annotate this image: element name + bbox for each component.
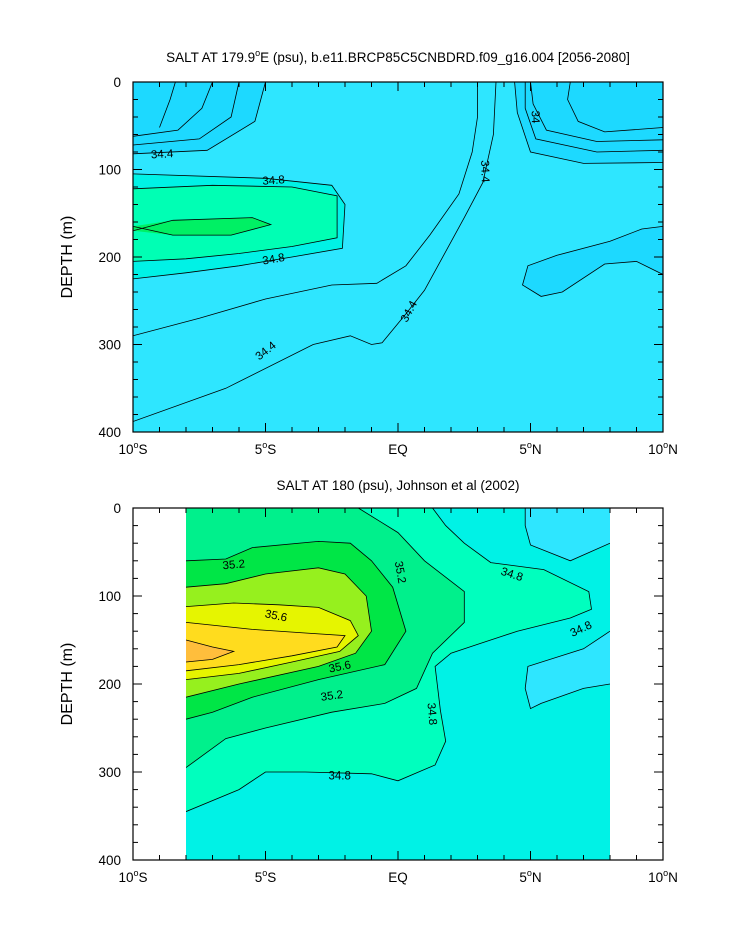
filled-region-34.4-34.6 <box>525 631 610 709</box>
contour-line <box>514 82 663 164</box>
contour-label: 34.8 <box>425 702 439 725</box>
contour-line <box>133 82 478 337</box>
contour-line <box>133 82 266 155</box>
axes: 10oS 5oS EQ 5oN 10oN 0 100 200 300 400 <box>98 75 677 457</box>
y-axis-title: DEPTH (m) <box>59 216 76 299</box>
contour-line <box>524 630 610 710</box>
contour-line <box>133 173 346 280</box>
contour-label: 34.4 <box>151 148 175 161</box>
contour-label: 34 <box>529 110 541 124</box>
y-tick-label: 400 <box>98 425 121 440</box>
y-tick-label: 100 <box>98 163 121 178</box>
y-tick-label: 300 <box>98 765 121 780</box>
contour-line <box>133 217 273 236</box>
filled-region-36.0-36.2 <box>186 640 234 662</box>
contour-label-text: 35.6 <box>264 608 288 624</box>
filled-region-34.2-34.4 <box>522 226 663 297</box>
contour-line <box>133 82 213 137</box>
x-tick-label: 5oS <box>255 868 277 885</box>
chart-title: SALT AT 179.9oE (psu), b.e11.BRCP85C5CNB… <box>166 48 630 65</box>
contour-line <box>186 622 346 672</box>
contour-label-text: 34.8 <box>425 702 439 725</box>
contour-line <box>186 540 407 720</box>
x-tick-label: 10oN <box>648 440 678 457</box>
contour-line <box>524 82 663 153</box>
x-tick-label: EQ <box>388 870 408 885</box>
contour-line <box>530 82 663 142</box>
x-tick-label: 10oS <box>118 868 147 885</box>
contour-label-text: 35.2 <box>222 558 245 572</box>
x-tick-label: 5oN <box>519 868 541 885</box>
contour-label-text: 34.4 <box>478 160 491 183</box>
contour-label: 35.6 <box>328 659 352 675</box>
contour-label-text: 34 <box>529 110 541 124</box>
contour-line <box>186 508 592 812</box>
contour-label-text: 34.8 <box>262 174 285 188</box>
contour-label: 34.4 <box>478 160 491 183</box>
y-tick-label: 400 <box>98 853 121 868</box>
contour-line <box>186 508 465 768</box>
y-tick-label: 100 <box>98 589 121 604</box>
contour-line <box>133 184 338 262</box>
chart-panel-model: SALT AT 179.9oE (psu), b.e11.BRCP85C5CNB… <box>59 48 678 457</box>
contour-label-text: 34.4 <box>151 148 175 161</box>
y-tick-label: 200 <box>98 250 121 265</box>
contour-label: 34.8 <box>329 771 351 783</box>
contour-label: 35.2 <box>320 689 344 704</box>
contour-line <box>186 602 359 680</box>
contour-label-text: 34.8 <box>262 252 286 268</box>
y-tick-label: 200 <box>98 677 121 692</box>
contour-label: 34.8 <box>262 252 286 268</box>
contour-label: 34.8 <box>262 174 285 188</box>
x-tick-label: 5oS <box>255 440 277 457</box>
contour-line <box>186 639 236 663</box>
contour-line <box>133 82 497 422</box>
contour-line <box>567 82 663 133</box>
axes: 10oS 5oS EQ 5oN 10oN 0 100 200 300 400 <box>98 501 677 885</box>
filled-region-34.2-34.4 <box>133 82 266 154</box>
contour-label: 35.2 <box>392 560 408 584</box>
plot-area: 34.434.834.834.434.434.434 <box>133 82 663 432</box>
x-tick-label: EQ <box>388 442 408 457</box>
filled-region-35.8-36.0 <box>186 622 345 671</box>
contour-line <box>159 82 176 128</box>
x-tick-label: 5oN <box>519 440 541 457</box>
contour-line <box>522 226 663 297</box>
y-axis-title: DEPTH (m) <box>59 643 76 726</box>
y-tick-label: 0 <box>113 75 121 90</box>
contour-line <box>186 567 372 698</box>
chart-panel-observed: SALT AT 180 (psu), Johnson et al (2002) … <box>59 478 678 885</box>
contour-label: 35.2 <box>222 558 245 572</box>
contour-label-text: 34.8 <box>329 771 351 783</box>
y-tick-label: 300 <box>98 338 121 353</box>
contour-label-text: 35.2 <box>392 560 408 584</box>
contour-line <box>133 82 240 146</box>
contour-label: 35.6 <box>264 608 288 624</box>
x-tick-label: 10oN <box>648 868 678 885</box>
filled-region-34.2-34.4 <box>514 82 663 164</box>
contour-label-text: 35.6 <box>328 659 352 675</box>
x-tick-label: 10oS <box>118 440 147 457</box>
contour-label-text: 35.2 <box>320 689 344 704</box>
filled-region-34.4-34.6 <box>525 508 610 561</box>
plot-area: 35.235.635.635.235.234.834.834.834.8 <box>186 508 610 860</box>
contour-line <box>524 508 610 562</box>
y-tick-label: 0 <box>113 501 121 516</box>
chart-title: SALT AT 180 (psu), Johnson et al (2002) <box>277 478 520 493</box>
